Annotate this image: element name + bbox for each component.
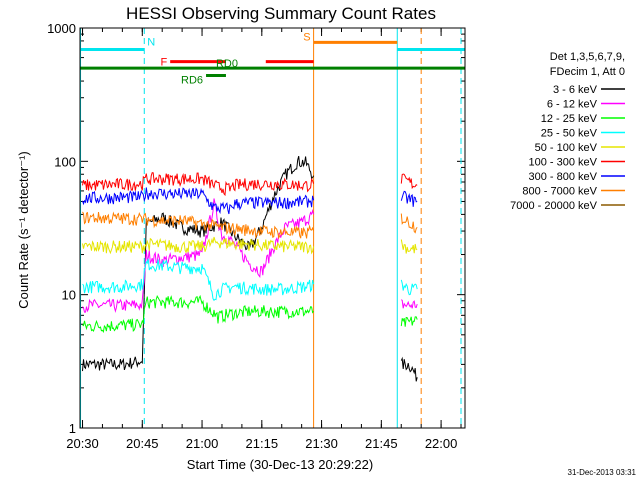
timestamp-label: 31-Dec-2013 03:31	[568, 468, 637, 477]
y-tick-label: 100	[54, 154, 76, 169]
series-line	[400, 213, 418, 234]
y-axis-label: Count Rate (s⁻¹ detector⁻¹)	[16, 151, 31, 309]
legend-label: 7000 - 20000 keV	[510, 200, 598, 212]
x-tick-labels: 20:30 20:45 21:00 21:15 21:30 21:45 22:00	[66, 436, 457, 451]
x-tick-label: 21:15	[246, 436, 279, 451]
legend-title-line-1: Det 1,3,5,6,7,9,	[550, 51, 625, 63]
flag-label-n: N	[147, 36, 155, 48]
series-line	[400, 299, 418, 309]
series-line	[82, 258, 315, 302]
series-line	[82, 236, 315, 255]
x-tick-label: 20:30	[66, 436, 99, 451]
series-line	[82, 294, 314, 333]
legend-label: 25 - 50 keV	[541, 128, 598, 140]
series-line	[82, 155, 315, 372]
legend-label: 6 - 12 keV	[547, 99, 598, 111]
series-line	[400, 316, 418, 327]
series-lines	[82, 155, 418, 382]
series-line	[82, 198, 315, 314]
series-line	[82, 172, 315, 197]
y-tick-labels: 1 10 100 1000	[47, 21, 76, 436]
flag-bars: N S F RD0 RD6	[80, 31, 465, 87]
legend-title-line-2: FDecim 1, Att 0	[550, 66, 625, 78]
y-tick-label: 1000	[47, 21, 76, 36]
flag-label-s: S	[303, 31, 310, 43]
series-line	[400, 279, 418, 296]
x-tick-label: 21:30	[305, 436, 338, 451]
series-line	[400, 356, 418, 382]
chart-title: HESSI Observing Summary Count Rates	[126, 4, 436, 23]
legend: Det 1,3,5,6,7,9, FDecim 1, Att 0 3 - 6 k…	[510, 51, 625, 212]
x-tick-label: 22:00	[425, 436, 458, 451]
x-tick-label: 20:45	[126, 436, 159, 451]
legend-label: 800 - 7000 keV	[522, 186, 597, 198]
series-line	[400, 239, 418, 254]
legend-label: 50 - 100 keV	[535, 142, 598, 154]
x-axis-label: Start Time (30-Dec-13 20:29:22)	[187, 457, 373, 472]
y-tick-label: 1	[69, 421, 76, 436]
series-line	[400, 173, 418, 190]
legend-label: 100 - 300 keV	[529, 157, 598, 169]
x-tick-label: 21:00	[186, 436, 219, 451]
series-line	[82, 211, 315, 240]
x-tick-label: 21:45	[365, 436, 398, 451]
flag-label-rd6: RD6	[181, 75, 203, 87]
legend-label: 300 - 800 keV	[529, 171, 598, 183]
legend-items: 3 - 6 keV 6 - 12 keV 12 - 25 keV 25 - 50 ke…	[510, 84, 625, 212]
y-tick-label: 10	[62, 288, 76, 303]
vertical-markers	[80, 28, 462, 428]
series-line	[400, 190, 418, 207]
legend-label: 12 - 25 keV	[541, 113, 598, 125]
plot-frame	[79, 27, 466, 429]
flag-label-f: F	[160, 57, 167, 69]
flag-label-rd0: RD0	[216, 58, 238, 70]
legend-label: 3 - 6 keV	[553, 84, 598, 96]
series-line	[82, 187, 315, 215]
